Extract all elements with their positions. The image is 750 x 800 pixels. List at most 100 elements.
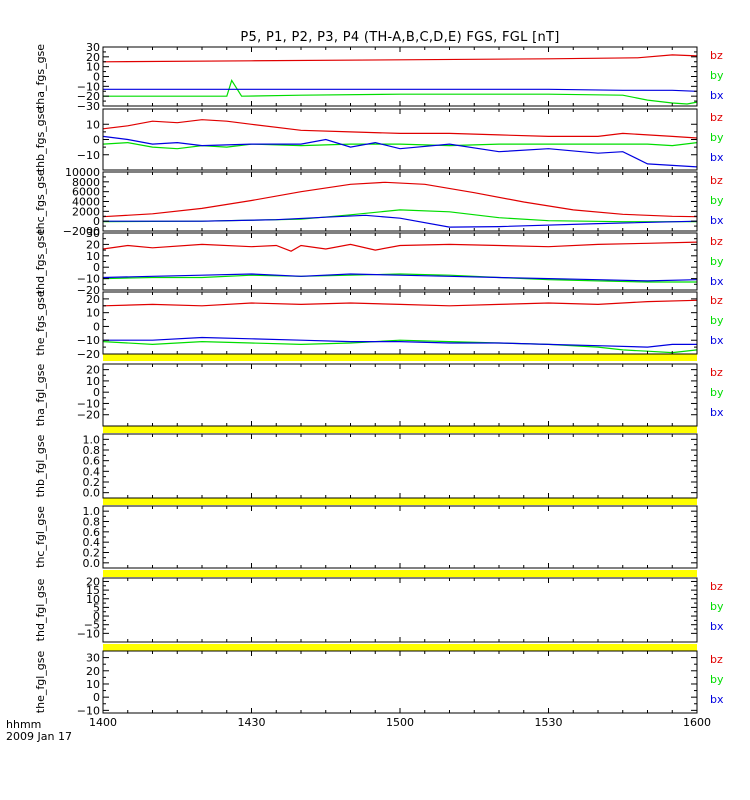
panel-7-ytick-label: 0.8 [83, 516, 101, 529]
panel-7-ytick-label: 0.4 [83, 536, 101, 549]
panel-2-ytick-label: 2000 [72, 205, 100, 218]
panel-6-ytick-label: 0.8 [83, 444, 101, 457]
panel-0-frame [102, 46, 698, 107]
panel-9-ylabel: the_fgl_gse [34, 651, 47, 714]
flag-bar-3 [103, 570, 697, 577]
panel-3-ytick-label: −10 [77, 273, 100, 286]
x-tick-label: 1430 [238, 716, 266, 729]
panel-0-ylabel: tha_fgs_gse [34, 44, 47, 109]
panel-1-series-by [102, 141, 698, 150]
panel-6-frame [102, 433, 698, 499]
panel-4-ytick-label: −10 [77, 334, 100, 347]
panel-8-ytick-label: −5 [84, 619, 100, 632]
panel-7-ytick-label: 0.0 [83, 557, 101, 570]
panel-9-legend-bz: bz [710, 653, 723, 666]
panel-8-ytick-label: 15 [86, 584, 100, 597]
panel-1-legend-bx: bx [710, 151, 724, 164]
panel-9-ytick-label: 20 [86, 665, 100, 678]
panel-1-frame [102, 108, 698, 171]
panel-8-ytick-label: −10 [77, 627, 100, 640]
panel-0-ytick-label: −20 [77, 90, 100, 103]
panel-4-legend-bz: bz [710, 294, 723, 307]
panel-3-series-bz [102, 241, 698, 252]
panel-2-series-bz [102, 181, 698, 218]
panel-3-legend-by: by [710, 255, 724, 268]
panel-8-frame [102, 577, 698, 643]
panel-7-ytick-label: 0.2 [83, 547, 101, 560]
panel-2-frame [102, 171, 698, 232]
panel-3-legend-bz: bz [710, 235, 723, 248]
panel-2-ylabel: thc_fgs_gse [34, 169, 47, 234]
panel-0-ytick-label: 0 [93, 71, 100, 84]
panel-9-frame [102, 650, 698, 714]
panel-2-ytick-label: −2000 [63, 225, 100, 238]
flag-bar-4 [103, 644, 697, 651]
panel-3-ytick-label: 10 [86, 250, 100, 263]
panel-2-ytick-label: 4000 [72, 196, 100, 209]
panel-5-ylabel: tha_fgl_gse [34, 364, 47, 427]
x-tick-label: 1400 [89, 716, 117, 729]
panel-5-ytick-label: −10 [77, 397, 100, 410]
panel-5-legend-by: by [710, 386, 724, 399]
panel-3-ytick-label: 0 [93, 261, 100, 274]
panel-3-series-bx [102, 273, 698, 282]
panel-0-legend-bx: bx [710, 89, 724, 102]
panel-5-frame [102, 363, 698, 427]
panel-6-ytick-label: 0.6 [83, 455, 101, 468]
panel-9-legend-by: by [710, 673, 724, 686]
panel-2-legend-bx: bx [710, 214, 724, 227]
panel-0-ytick-label: −10 [77, 80, 100, 93]
panel-4-legend-by: by [710, 314, 724, 327]
panel-0-legend-by: by [710, 69, 724, 82]
x-tick-label: 1500 [386, 716, 414, 729]
panel-4-series-bx [103, 336, 697, 348]
panel-8-ytick-label: 10 [86, 593, 100, 606]
panel-2-series-by [102, 209, 697, 223]
panel-2-legend-by: by [710, 194, 724, 207]
panel-3-series-by [102, 273, 697, 283]
flag-bar-1 [103, 426, 697, 433]
panel-8-ylabel: thd_fgl_gse [34, 578, 47, 641]
panel-2-series-bx [103, 214, 698, 228]
panel-8-ytick-label: 0 [93, 610, 100, 623]
panel-3-ylabel: thd_fgs_gse [34, 229, 47, 295]
panel-1-ytick-label: 10 [86, 118, 100, 131]
panel-2-ytick-label: 10000 [65, 166, 100, 179]
panel-1-series-bx [102, 135, 698, 168]
panel-9-ytick-label: −10 [77, 704, 100, 717]
panel-4-series-by [102, 339, 698, 354]
panel-0-series-bz [102, 54, 698, 63]
panel-0-ytick-label: −30 [77, 100, 100, 113]
panel-2-ytick-label: 0 [93, 215, 100, 228]
panel-4-ytick-label: 0 [93, 320, 100, 333]
date-label: 2009 Jan 17 [6, 730, 72, 743]
panel-2-ytick-label: 6000 [72, 186, 100, 199]
panel-9-ytick-label: 10 [86, 678, 100, 691]
panel-7-ylabel: thc_fgl_gse [34, 506, 47, 568]
panel-5-legend-bz: bz [710, 366, 723, 379]
panel-7-ytick-label: 0.6 [83, 526, 101, 539]
panel-6-ytick-label: 1.0 [83, 433, 101, 446]
panel-6-ytick-label: 0.4 [83, 465, 101, 478]
flag-bar-2 [103, 498, 697, 505]
panel-7-frame [102, 505, 698, 569]
panel-3-ytick-label: 20 [86, 238, 100, 251]
panel-4-legend-bx: bx [710, 334, 724, 347]
panel-2-ytick-label: 8000 [72, 176, 100, 189]
panel-4-ytick-label: 10 [86, 307, 100, 320]
panel-2-legend-bz: bz [710, 174, 723, 187]
chart-title: P5, P1, P2, P3, P4 (TH-A,B,C,D,E) FGS, F… [240, 30, 560, 45]
panel-1-series-bz [102, 119, 698, 139]
flag-bar-0 [103, 354, 697, 361]
x-tick-label: 1600 [683, 716, 711, 729]
panel-9-ytick-label: 30 [86, 652, 100, 665]
panel-5-ytick-label: 0 [93, 386, 100, 399]
panel-8-legend-by: by [710, 600, 724, 613]
panel-1-legend-by: by [710, 131, 724, 144]
panel-0-ytick-label: 10 [86, 61, 100, 74]
panel-0-legend-bz: bz [710, 49, 723, 62]
panel-0-ytick-label: 30 [86, 41, 100, 54]
panel-4-frame [102, 291, 698, 355]
panel-7-ytick-label: 1.0 [83, 505, 101, 518]
